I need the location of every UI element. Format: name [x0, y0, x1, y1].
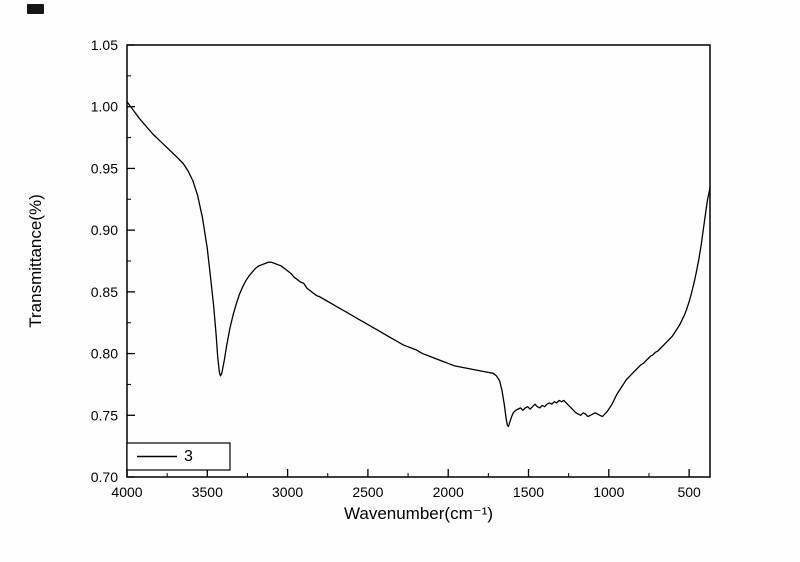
y-tick-label: 0.95 [91, 160, 118, 176]
y-axis: 0.70 0.75 0.80 0.85 0.90 0.95 1.00 1.05 [91, 37, 135, 485]
x-tick-label: 2000 [433, 484, 464, 500]
x-tick-label: 1000 [593, 484, 624, 500]
x-tick-label: 1500 [513, 484, 544, 500]
y-tick-label: 0.70 [91, 469, 118, 485]
x-tick-label: 4000 [111, 484, 142, 500]
legend [126, 442, 231, 471]
y-tick-label: 0.75 [91, 407, 118, 423]
spectrum-line-series-3 [126, 101, 711, 428]
legend-box [126, 442, 231, 471]
y-axis-label: Transmittance(%) [26, 194, 45, 328]
x-axis: 4000 3500 3000 2500 2000 1500 1000 500 [111, 469, 701, 500]
plot-frame [126, 44, 711, 478]
y-tick-label: 0.85 [91, 284, 118, 300]
x-tick-label: 500 [677, 484, 701, 500]
x-tick-label: 3500 [192, 484, 223, 500]
y-tick-label: 0.90 [91, 222, 118, 238]
y-tick-label: 0.80 [91, 346, 118, 362]
legend-entry-label: 3 [184, 448, 193, 465]
x-tick-label: 2500 [352, 484, 383, 500]
x-axis-label: Wavenumber(cm⁻¹) [343, 504, 494, 523]
y-tick-label: 1.05 [91, 37, 118, 53]
screenshot-artifact [27, 4, 44, 14]
y-tick-label: 1.00 [91, 99, 118, 115]
x-tick-label: 3000 [272, 484, 303, 500]
